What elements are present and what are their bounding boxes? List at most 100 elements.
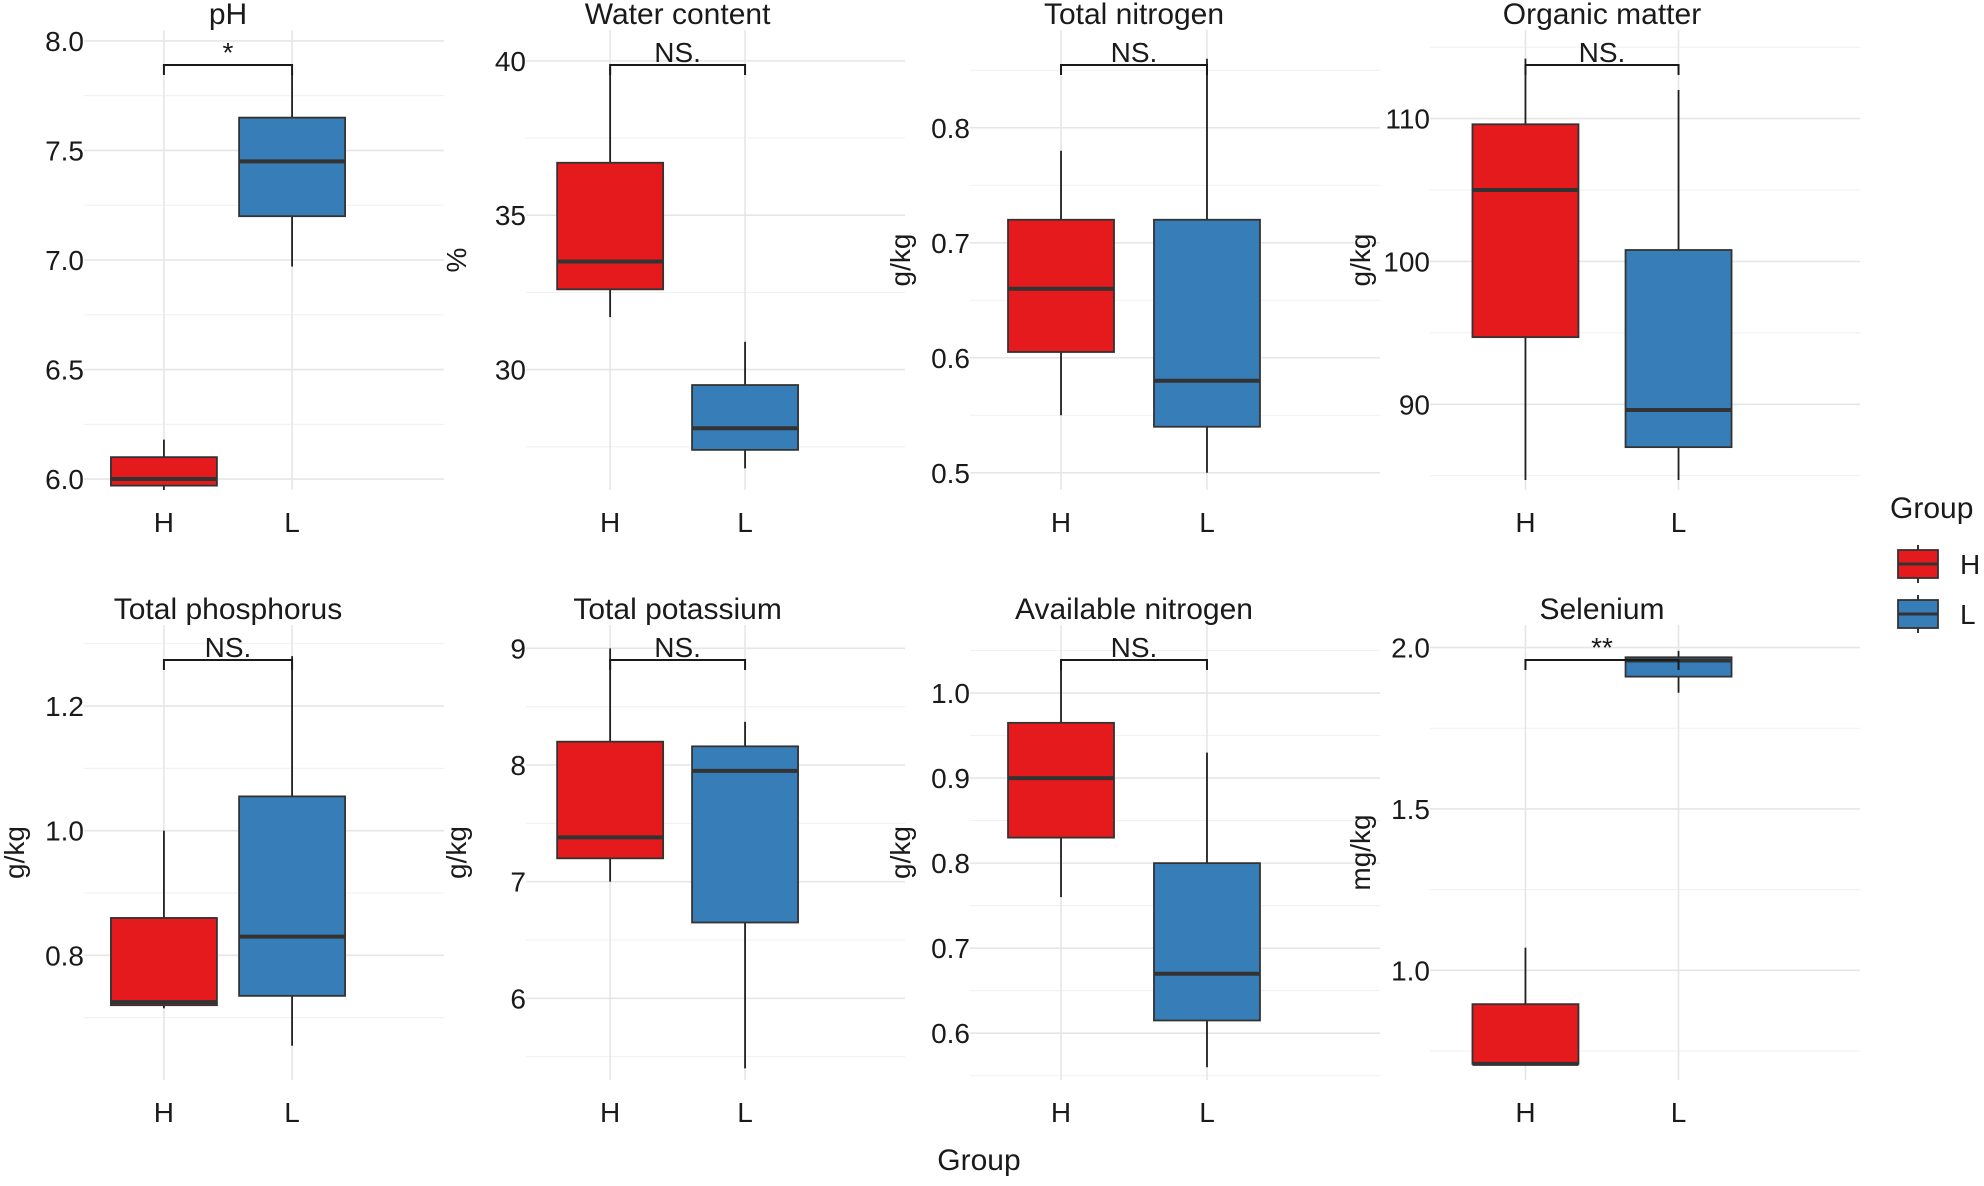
box-h: [556, 740, 665, 860]
y-tick-label: 0.8: [931, 113, 970, 144]
y-tick-label: 1.5: [1391, 794, 1430, 825]
y-tick-label: 8: [510, 750, 526, 781]
panel-title: Water content: [585, 0, 771, 31]
significance-bracket: [1060, 659, 1208, 670]
y-axis-title: mg/kg: [1345, 814, 1376, 890]
x-tick-label-h: H: [1515, 507, 1535, 538]
y-axis-title: g/kg: [0, 826, 30, 879]
box-h: [1007, 721, 1115, 839]
panel-title: Selenium: [1539, 593, 1664, 626]
y-tick-label: 7.5: [45, 135, 84, 166]
panel-title: Total potassium: [573, 593, 781, 626]
x-tick-label-l: L: [284, 507, 300, 538]
y-tick-label: 1.2: [45, 691, 84, 722]
y-tick-label: 8.0: [45, 26, 84, 57]
x-tick-label-l: L: [1671, 1097, 1687, 1128]
significance-bracket: [609, 659, 747, 670]
y-tick-label: 6.5: [45, 355, 84, 386]
y-tick-label: 90: [1399, 389, 1430, 420]
y-tick-label: 1.0: [1391, 955, 1430, 986]
y-axis-title: %: [441, 248, 472, 273]
panel-organic-matter: 90 100 110 H L Organic matter g/kg NS.: [1345, 0, 1860, 538]
y-axis-title: g/kg: [441, 826, 472, 879]
box-l: [1153, 862, 1261, 1022]
box-h: [110, 917, 218, 1007]
y-tick-label: 0.5: [931, 458, 970, 489]
y-tick-label: 0.6: [931, 343, 970, 374]
y-tick-label: 6: [510, 983, 526, 1014]
y-tick-label: 0.7: [931, 933, 970, 964]
panel-total-nitrogen: 0.5 0.6 0.7 0.8 H L Total nitrogen g/kg NS.: [885, 0, 1380, 538]
box-h: [1471, 1003, 1580, 1065]
x-tick-label-h: H: [1051, 1097, 1071, 1128]
y-axis-title: g/kg: [885, 826, 916, 879]
y-tick-label: 40: [495, 46, 526, 77]
y-tick-label: 0.8: [931, 848, 970, 879]
box-l: [238, 795, 346, 997]
box-h: [1007, 218, 1115, 353]
significance-label: NS.: [1111, 37, 1158, 68]
significance-label: NS.: [654, 37, 701, 68]
y-tick-label: 7.0: [45, 245, 84, 276]
significance-label: NS.: [1579, 37, 1626, 68]
box-h: [1471, 123, 1580, 339]
legend-label-h: H: [1960, 549, 1980, 580]
panel-title: Total nitrogen: [1044, 0, 1224, 31]
panel-title: pH: [209, 0, 247, 31]
significance-bracket: [162, 659, 294, 670]
y-axis-title: g/kg: [885, 234, 916, 287]
box-h: [110, 456, 218, 487]
y-axis-title: g/kg: [1345, 234, 1376, 287]
significance-bracket: [1524, 64, 1680, 75]
significance-label: *: [223, 37, 234, 68]
y-tick-label: 1.0: [45, 816, 84, 847]
significance-bracket: [1060, 64, 1208, 75]
x-tick-label-l: L: [737, 1097, 753, 1128]
panel-title: Available nitrogen: [1015, 593, 1253, 626]
significance-bracket: [162, 64, 294, 75]
panel-water-content: 30 35 40 H L Water content% NS.: [441, 0, 905, 538]
legend-label-l: L: [1960, 599, 1976, 630]
panel-ph: 6.0 6.5 7.0 7.5 8.0 H LpH *: [45, 0, 444, 538]
x-tick-label-l: L: [1671, 507, 1687, 538]
x-tick-label-h: H: [154, 507, 174, 538]
box-l: [691, 745, 799, 924]
y-tick-label: 0.8: [45, 940, 84, 971]
y-tick-label: 110: [1385, 104, 1430, 135]
y-tick-label: 6.0: [45, 464, 84, 495]
y-tick-label: 1.0: [931, 678, 970, 709]
panel-available-nitrogen: 0.6 0.7 0.8 0.9 1.0 H L Available nitrogen g/kg N…: [885, 593, 1380, 1128]
y-tick-label: 2.0: [1391, 633, 1430, 664]
significance-label: **: [1591, 632, 1613, 663]
x-tick-label-l: L: [737, 507, 753, 538]
x-tick-label-h: H: [600, 507, 620, 538]
y-tick-label: 0.6: [931, 1018, 970, 1049]
significance-label: NS.: [1111, 632, 1158, 663]
x-tick-label-l: L: [284, 1097, 300, 1128]
significance-label: NS.: [205, 632, 252, 663]
panel-total-potassium: 6 7 8 9 H L Total potassium g/kg NS.: [441, 593, 905, 1128]
x-tick-label-h: H: [1051, 507, 1071, 538]
significance-bracket: [1524, 659, 1680, 670]
x-axis-title: Group: [937, 1144, 1020, 1177]
legend-title: Group: [1890, 492, 1973, 525]
x-tick-label-l: L: [1199, 1097, 1215, 1128]
y-tick-label: 100: [1383, 246, 1430, 277]
panel-total-phosphorus: 0.8 1.0 1.2 H L Total phosphorus g/kg NS.: [0, 593, 444, 1128]
legend: Group H L: [1890, 492, 1980, 633]
x-tick-label-h: H: [1515, 1097, 1535, 1128]
significance-label: NS.: [654, 632, 701, 663]
box-l: [691, 384, 799, 451]
box-l: [1624, 249, 1733, 449]
x-tick-label-h: H: [600, 1097, 620, 1128]
significance-bracket: [609, 64, 747, 75]
y-tick-label: 0.7: [931, 228, 970, 259]
legend-item-l: L: [1897, 595, 1976, 633]
y-tick-label: 0.9: [931, 763, 970, 794]
panel-title: Total phosphorus: [114, 593, 343, 626]
x-tick-label-h: H: [154, 1097, 174, 1128]
y-tick-label: 35: [495, 200, 526, 231]
x-tick-label-l: L: [1199, 507, 1215, 538]
